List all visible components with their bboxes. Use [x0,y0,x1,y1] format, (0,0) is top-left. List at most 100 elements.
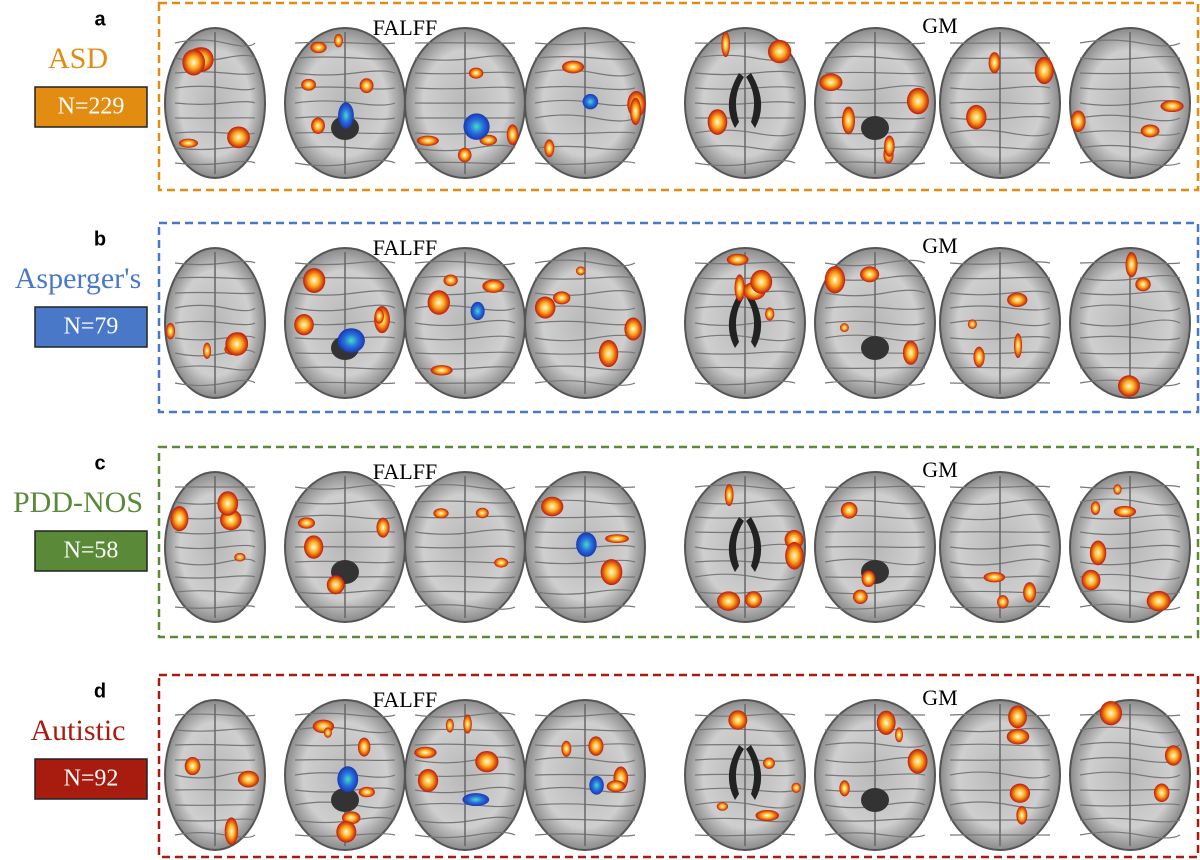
activation-blob [1034,56,1054,85]
activation-blob [600,559,623,586]
brain-slice [814,27,936,179]
activation-blob [165,323,176,340]
sulcus [694,713,796,717]
sulcus [949,544,1051,550]
activation-blob [336,821,357,843]
activation-blob [1118,375,1140,397]
sulcus [694,833,796,837]
group-label: Asperger's [15,262,142,295]
activation-blob [966,104,987,130]
sulcus [534,712,636,718]
sulcus [174,260,256,266]
activation-blob [988,52,1001,74]
activation-blob [494,557,509,568]
brain-slice [939,699,1061,851]
brain-slice [404,699,526,851]
activation-blob [824,266,846,294]
sulcus [294,159,396,167]
sulcus [414,756,516,764]
activation-blob [358,786,375,798]
modality-label: GM [922,233,957,258]
sulcus [534,351,636,355]
sulcus [824,773,926,777]
sulcus [534,728,636,732]
activation-blob [217,491,239,516]
sulcus [824,589,926,595]
sulcus [414,500,516,504]
activation-blob [482,279,505,293]
sulcus [534,56,636,60]
sulcus [824,380,926,386]
brain-slice [524,27,646,179]
sulcus [1079,771,1181,779]
sulcus [949,513,1051,521]
activation-blob [861,570,876,588]
sulcus [694,744,796,746]
activation-blob [234,552,246,562]
brain-slice [1069,471,1191,623]
sulcus [414,816,516,824]
sulcus [534,756,636,764]
sulcus [534,833,636,837]
count-label: N=92 [64,766,119,792]
activation-blob [1081,569,1101,591]
modality-label: FALFF [373,459,437,484]
activation-blob [768,39,792,64]
panel-frame [157,445,1200,639]
ventricle [746,293,762,348]
activation-blob [906,87,929,115]
activation-blob [895,727,904,743]
sulcus [414,575,516,579]
sulcus [1079,86,1181,90]
sulcus [694,801,796,809]
sulcus [294,116,396,120]
activation-blob [427,290,450,315]
sulcus [1079,817,1181,823]
brain-slice [939,247,1061,399]
activation-blob [184,756,201,776]
sulcus [1079,803,1181,807]
sulcus [174,743,256,747]
count-box [34,530,148,572]
sulcus [174,131,256,135]
sulcus [174,320,256,326]
sulcus [534,290,636,296]
sulcus [1079,144,1181,152]
sulcus [1079,130,1181,136]
sulcus [1079,831,1181,839]
sulcus [414,86,516,90]
activation-blob [717,591,741,611]
panel: d Autistic N=92 FALFF GM [31,673,1200,859]
sulcus [694,366,796,370]
sulcus [174,276,256,280]
sulcus [174,335,256,341]
activation-blob [724,484,734,507]
deactivation-blob [463,113,490,140]
sulcus [1079,379,1181,387]
sulcus [534,803,636,807]
activation-blob [606,780,626,793]
sulcus [294,560,396,564]
brain-slice [814,471,936,623]
count-box [34,86,148,128]
activation-blob [310,41,327,54]
panel-frame [157,1,1200,192]
sulcus [949,499,1051,505]
activation-blob [430,365,453,376]
group-label: PDD-NOS [13,486,143,519]
sulcus [294,726,396,734]
panel: b Asperger's N=79 FALFF GM [15,221,1200,414]
activation-blob [414,746,437,759]
panel-frame [157,221,1200,414]
sulcus [534,114,636,122]
activation-blob [1146,590,1171,612]
brain-slice [524,699,646,851]
sulcus [1079,484,1181,490]
sulcus [949,129,1051,137]
sulcus [294,712,396,718]
sulcus [1079,726,1181,734]
activation-blob [1164,745,1182,766]
activation-blob [1089,540,1107,566]
brain-slice [284,699,406,851]
